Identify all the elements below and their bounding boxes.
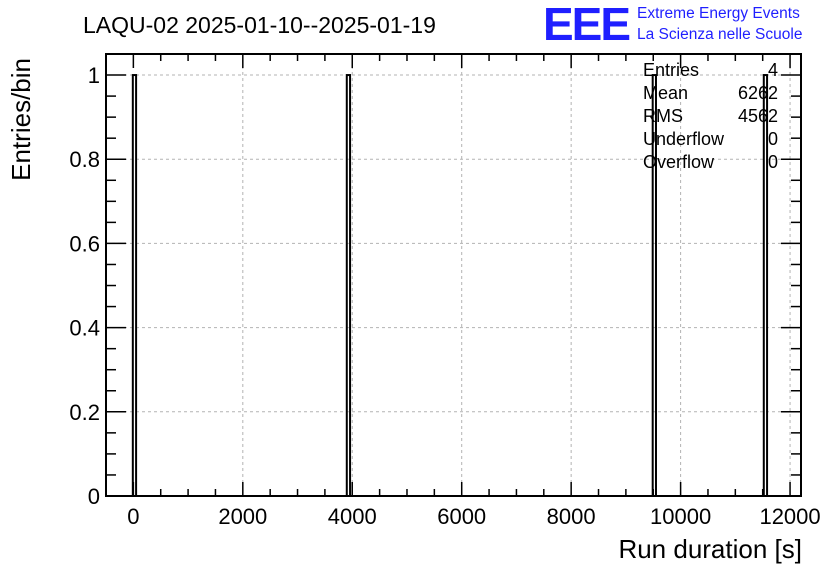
y-tick-label: 0.6 (69, 231, 100, 256)
logo-mark: EEE (543, 0, 629, 50)
stats-value: 0 (768, 152, 778, 172)
stats-value: 0 (768, 129, 778, 149)
x-tick-label: 6000 (437, 504, 486, 529)
x-tick-label: 2000 (218, 504, 267, 529)
x-tick-label: 8000 (547, 504, 596, 529)
y-tick-label: 0.8 (69, 147, 100, 172)
histogram-bar (762, 74, 769, 498)
plot-frame (105, 53, 802, 497)
x-tick-label: 4000 (328, 504, 377, 529)
y-tick-label: 0 (88, 484, 100, 509)
x-tick-label: 12000 (759, 504, 820, 529)
axis-ticks (105, 53, 801, 497)
eee-logo: EEE Extreme Energy Events La Scienza nel… (543, 0, 802, 50)
stats-label: Underflow (643, 129, 725, 149)
stats-label: RMS (643, 106, 683, 126)
histogram-bar (131, 74, 138, 498)
chart-title: LAQU-02 2025-01-10--2025-01-19 (83, 12, 436, 38)
stats-value: 6262 (738, 83, 778, 103)
stats-box: Entries 4 Mean 6262 RMS 4562 Underflow 0 Overflo… (643, 60, 778, 172)
y-tick-label: 0.2 (69, 400, 100, 425)
stats-label: Overflow (643, 152, 715, 172)
tick-labels: 0 2000 4000 6000 8000 10000 12000 0 0.2 0.4 0.6 0.8… (69, 63, 820, 529)
stats-value: 4562 (738, 106, 778, 126)
grid (106, 54, 801, 496)
x-tick-label: 10000 (650, 504, 711, 529)
x-tick-label: 0 (127, 504, 139, 529)
stats-label: Entries (643, 60, 699, 80)
y-axis-label: Entries/bin (6, 58, 36, 181)
logo-line-2: La Scienza nelle Scuole (637, 26, 802, 43)
logo-line-1: Extreme Energy Events (637, 5, 800, 22)
stats-label: Mean (643, 83, 688, 103)
x-axis-label: Run duration [s] (618, 534, 802, 564)
plot-border (105, 53, 802, 497)
histogram-bar (345, 74, 352, 498)
y-tick-label: 0.4 (69, 316, 100, 341)
stats-value: 4 (768, 60, 778, 80)
y-tick-label: 1 (88, 63, 100, 88)
